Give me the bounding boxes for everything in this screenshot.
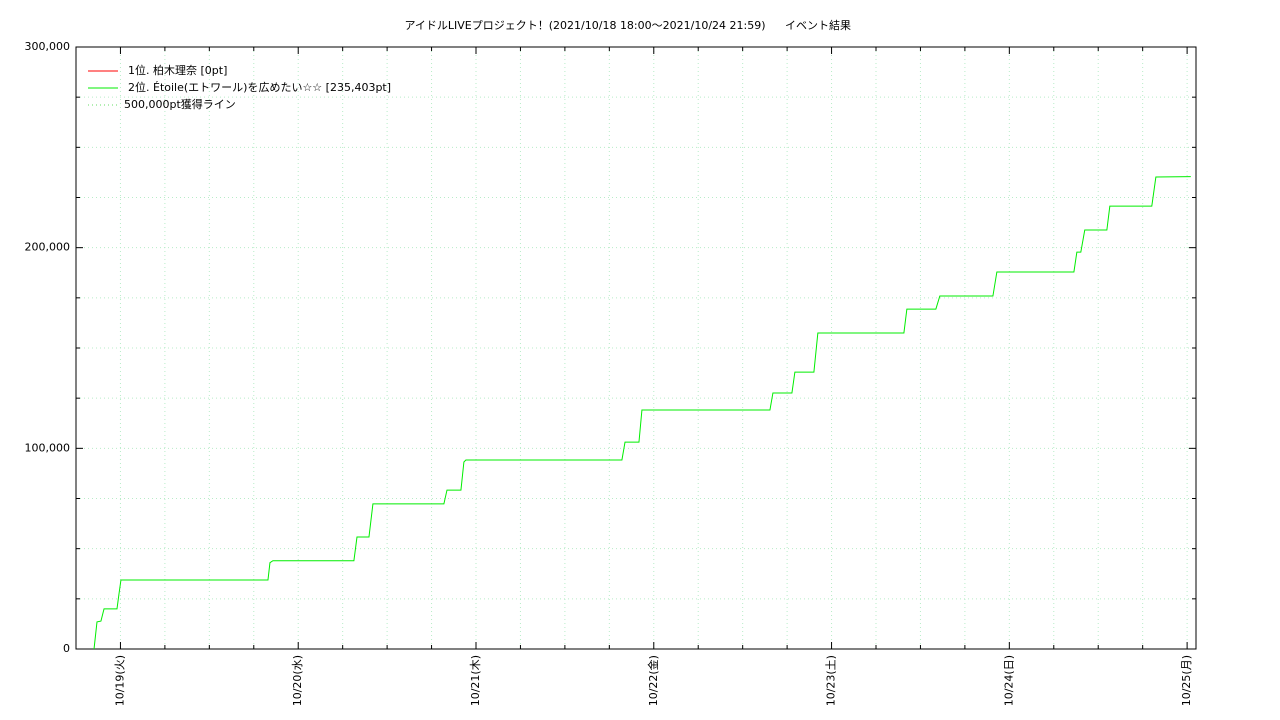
legend-label: 1位. 柏木理奈 [0pt] bbox=[128, 63, 227, 77]
legend-label: 2位. Étoile(エトワール)を広めたい☆☆ [235,403pt] bbox=[128, 80, 391, 94]
x-tick-label: 10/24(日) bbox=[1002, 655, 1015, 706]
plot-frame bbox=[75, 46, 1197, 650]
x-tick-label: 10/21(木) bbox=[469, 655, 482, 706]
chart-title: アイドルLIVEプロジェクト！(2021/10/18 18:00〜2021/10… bbox=[404, 19, 765, 32]
x-tick-label: 10/20(水) bbox=[291, 655, 304, 706]
y-tick-label: 100,000 bbox=[25, 441, 71, 454]
y-tick-label: 300,000 bbox=[25, 40, 71, 53]
legend-label: 500,000pt獲得ライン bbox=[124, 98, 236, 111]
y-tick-label: 200,000 bbox=[25, 241, 71, 254]
x-tick-label: 10/19(火) bbox=[113, 655, 126, 706]
y-tick-label: 0 bbox=[63, 642, 70, 655]
x-tick-label: 10/25(月) bbox=[1180, 655, 1193, 706]
series-line bbox=[93, 176, 1191, 649]
chart-subtitle: イベント結果 bbox=[785, 18, 851, 32]
plot-area bbox=[93, 176, 1191, 649]
x-tick-label: 10/23(土) bbox=[825, 655, 838, 706]
x-tick-label: 10/22(金) bbox=[646, 655, 660, 706]
